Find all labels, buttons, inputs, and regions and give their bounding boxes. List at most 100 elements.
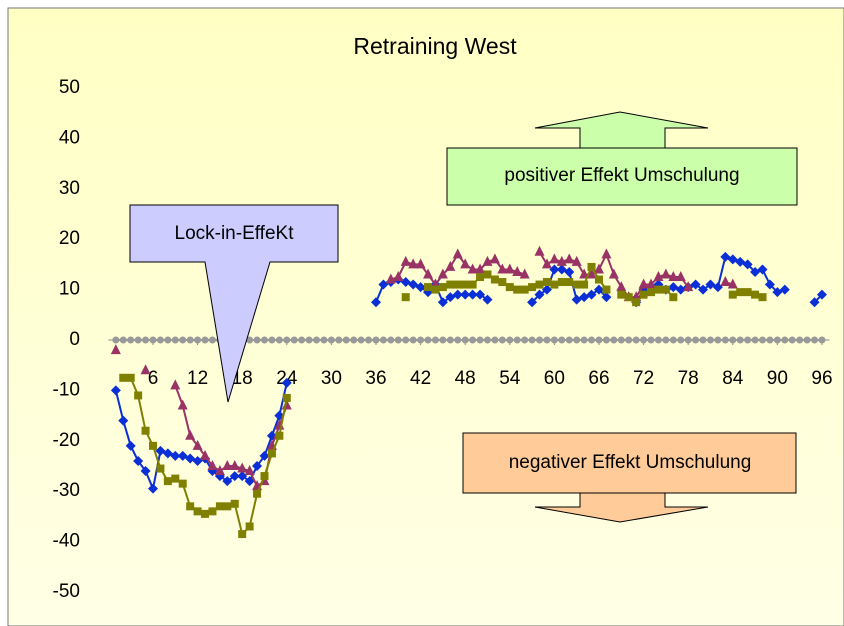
marker <box>720 276 731 287</box>
marker <box>796 336 804 344</box>
marker <box>556 255 567 266</box>
marker <box>460 289 471 300</box>
marker <box>498 336 506 344</box>
marker <box>593 284 604 295</box>
marker <box>601 292 612 303</box>
marker <box>453 280 462 289</box>
marker <box>415 258 426 269</box>
marker <box>579 268 590 279</box>
marker <box>454 336 462 344</box>
marker <box>186 336 194 344</box>
marker <box>208 336 216 344</box>
marker <box>512 265 523 276</box>
marker <box>409 336 417 344</box>
marker <box>446 336 454 344</box>
marker <box>327 336 335 344</box>
marker <box>171 336 179 344</box>
marker <box>490 275 499 284</box>
marker <box>521 336 529 344</box>
marker <box>467 263 478 274</box>
marker <box>528 336 536 344</box>
marker <box>282 393 291 402</box>
y-tick-label: -40 <box>53 531 80 552</box>
marker <box>602 285 611 294</box>
marker <box>110 344 121 355</box>
marker <box>758 293 767 302</box>
marker <box>602 336 610 344</box>
marker <box>305 336 313 344</box>
marker <box>751 336 759 344</box>
x-tick-label: 84 <box>722 368 744 389</box>
x-tick-label: 60 <box>544 368 565 389</box>
marker <box>215 502 224 511</box>
x-tick-label: 30 <box>321 368 342 389</box>
annotation: positiver Effekt Umschulung <box>504 165 739 186</box>
marker <box>252 461 263 471</box>
marker <box>156 336 164 344</box>
marker <box>320 336 328 344</box>
marker <box>372 336 380 344</box>
marker <box>230 499 239 508</box>
marker <box>118 415 129 426</box>
marker <box>385 273 396 284</box>
marker <box>439 336 447 344</box>
marker <box>564 266 575 277</box>
marker <box>214 465 225 476</box>
marker <box>400 255 411 266</box>
x-tick-label: 12 <box>187 368 208 389</box>
marker <box>222 476 233 487</box>
arrow-up <box>534 111 709 149</box>
marker <box>646 278 657 289</box>
marker <box>281 377 292 388</box>
x-tick-label: 96 <box>811 368 832 389</box>
marker <box>141 426 150 435</box>
marker <box>788 336 796 344</box>
marker <box>179 336 187 344</box>
x-tick-label: 6 <box>148 368 159 389</box>
marker <box>163 477 172 486</box>
marker <box>610 336 618 344</box>
marker <box>818 336 826 344</box>
marker <box>588 336 596 344</box>
marker <box>222 460 233 470</box>
marker <box>164 336 172 344</box>
marker <box>275 336 283 344</box>
marker <box>357 336 365 344</box>
marker <box>238 530 247 539</box>
x-tick-label: 72 <box>633 368 654 389</box>
marker <box>549 253 560 264</box>
marker <box>469 336 477 344</box>
marker <box>504 263 515 274</box>
marker <box>170 450 181 461</box>
marker <box>401 293 410 302</box>
marker <box>550 280 559 289</box>
x-tick-label: 42 <box>410 368 431 389</box>
marker <box>438 283 447 292</box>
marker <box>253 489 262 498</box>
callout-box <box>129 204 339 403</box>
marker <box>335 336 343 344</box>
marker <box>683 281 694 292</box>
marker <box>654 336 662 344</box>
marker <box>460 258 471 269</box>
marker <box>557 278 566 287</box>
marker <box>809 297 820 308</box>
marker <box>595 336 603 344</box>
marker <box>660 268 671 279</box>
marker <box>475 263 486 274</box>
chart-title: Retraining West <box>353 33 517 59</box>
marker <box>467 289 478 300</box>
x-tick-label: 66 <box>588 368 609 389</box>
marker <box>445 260 456 271</box>
x-tick-label: 48 <box>455 368 476 389</box>
plot: -50-40-30-20-100102030405061218243036424… <box>53 77 833 602</box>
marker <box>370 297 381 308</box>
marker <box>549 264 560 275</box>
marker <box>140 364 151 375</box>
marker <box>647 336 655 344</box>
marker <box>498 278 507 287</box>
marker <box>185 429 196 440</box>
marker <box>431 285 440 294</box>
marker <box>237 471 248 482</box>
marker <box>468 280 477 289</box>
